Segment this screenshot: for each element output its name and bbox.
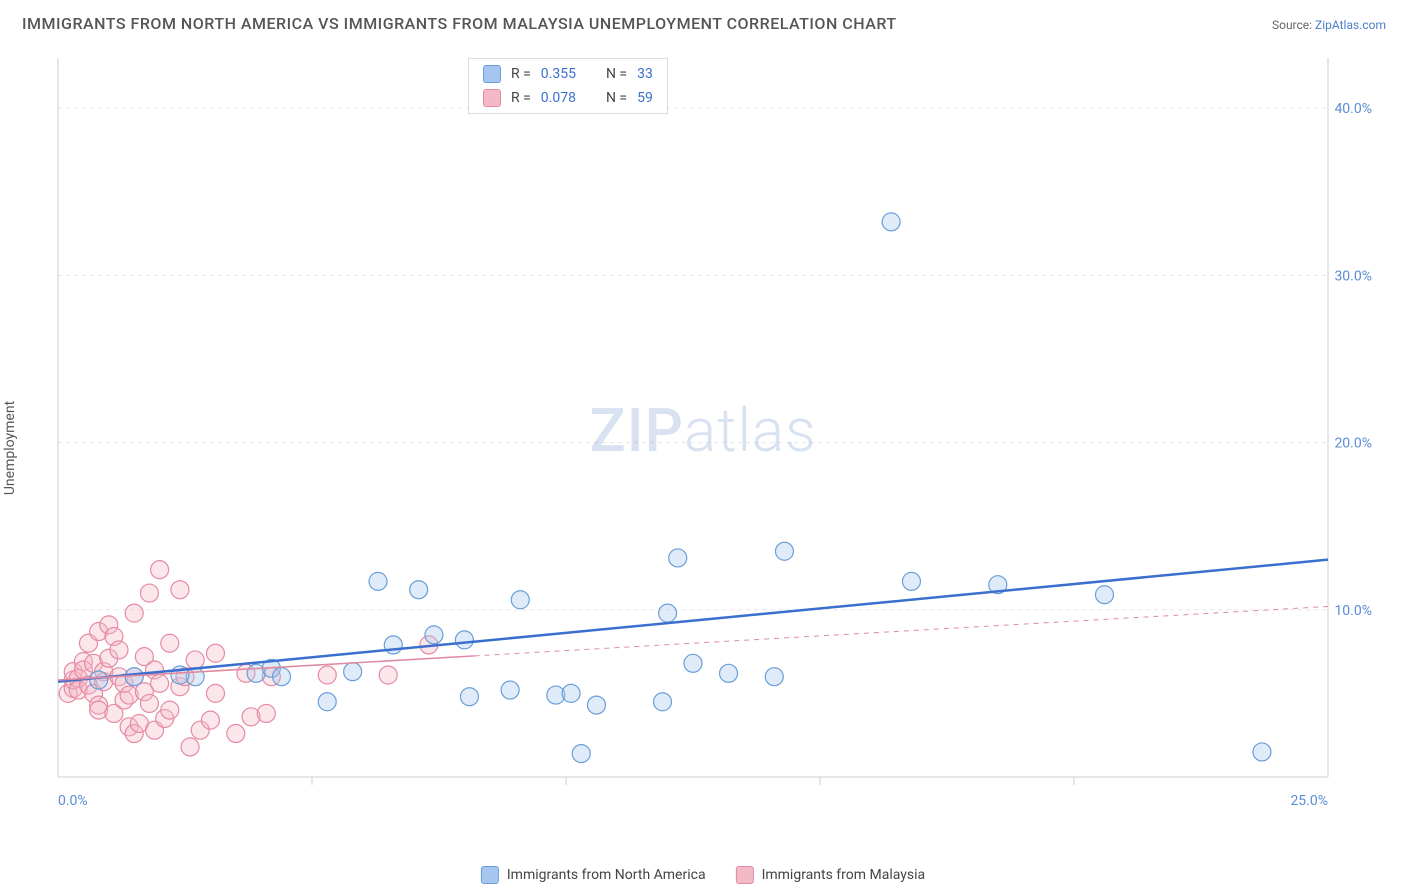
data-point-malaysia [161,634,179,652]
data-point-north_america [455,631,473,649]
data-point-north_america [501,681,519,699]
data-point-north_america [562,684,580,702]
data-point-north_america [765,668,783,686]
correlation-scatter-chart: 10.0% 20.0% 30.0% 40.0% 0.0% 25.0% [50,50,1386,825]
legend-r-value: 0.355 [541,66,576,82]
data-point-north_america [659,604,677,622]
data-point-north_america [572,745,590,763]
data-point-malaysia [171,581,189,599]
legend-label-malaysia: Immigrants from Malaysia [762,867,926,883]
legend-swatch-north_america [483,65,501,83]
data-point-north_america [273,668,291,686]
data-point-malaysia [206,644,224,662]
data-point-malaysia [151,674,169,692]
data-point-malaysia [206,684,224,702]
legend-label-north_america: Immigrants from North America [507,867,706,883]
data-point-malaysia [140,584,158,602]
data-point-malaysia [140,694,158,712]
legend-swatch-malaysia [736,866,754,884]
legend-swatch-north_america [481,866,499,884]
bottom-legend-item-malaysia: Immigrants from Malaysia [736,866,926,884]
data-point-north_america [1253,743,1271,761]
data-point-north_america [460,688,478,706]
legend-n-value: 33 [637,66,653,82]
data-point-north_america [669,549,687,567]
data-point-malaysia [318,666,336,684]
legend-r-label: R = [511,66,531,82]
data-point-malaysia [257,704,275,722]
data-point-north_america [684,654,702,672]
y-tick-label: 30.0% [1334,268,1372,284]
legend-r-value: 0.078 [541,90,576,106]
bottom-legend-item-north_america: Immigrants from North America [481,866,706,884]
data-point-north_america [587,696,605,714]
legend-row-malaysia: R = 0.078 N = 59 [469,86,667,110]
legend-swatch-malaysia [483,89,501,107]
data-point-north_america [425,626,443,644]
data-point-north_america [902,572,920,590]
correlation-legend: R = 0.355 N = 33 R = 0.078 N = 59 [468,58,668,114]
x-tick-label: 25.0% [1290,793,1328,809]
data-point-malaysia [110,641,128,659]
data-point-malaysia [186,651,204,669]
data-point-malaysia [161,701,179,719]
data-point-north_america [1095,586,1113,604]
data-point-malaysia [227,725,245,743]
data-point-north_america [344,663,362,681]
x-tick-label: 0.0% [58,793,88,809]
source-link[interactable]: ZipAtlas.com [1315,18,1386,32]
data-point-north_america [511,591,529,609]
data-point-north_america [369,572,387,590]
legend-row-north_america: R = 0.355 N = 33 [469,62,667,86]
page-title: IMMIGRANTS FROM NORTH AMERICA VS IMMIGRA… [22,14,897,33]
y-tick-label: 20.0% [1334,436,1372,452]
data-point-north_america [882,213,900,231]
trendline-malaysia-dashed [475,606,1328,655]
y-tick-label: 10.0% [1334,603,1372,619]
legend-n-value: 59 [637,90,653,106]
legend-n-label: N = [606,90,627,106]
data-point-north_america [775,542,793,560]
legend-r-label: R = [511,90,531,106]
data-point-malaysia [125,604,143,622]
source-attribution: Source: ZipAtlas.com [1272,18,1386,32]
data-point-malaysia [181,738,199,756]
legend-n-label: N = [606,66,627,82]
source-label: Source: [1272,18,1312,32]
data-point-north_america [90,671,108,689]
data-point-malaysia [151,561,169,579]
y-tick-label: 40.0% [1334,101,1372,117]
data-point-malaysia [379,666,397,684]
data-point-north_america [318,693,336,711]
data-point-malaysia [201,711,219,729]
series-legend: Immigrants from North America Immigrants… [481,866,925,884]
data-point-north_america [410,581,428,599]
y-axis-label: Unemployment [2,401,18,495]
data-point-north_america [720,664,738,682]
data-point-north_america [654,693,672,711]
